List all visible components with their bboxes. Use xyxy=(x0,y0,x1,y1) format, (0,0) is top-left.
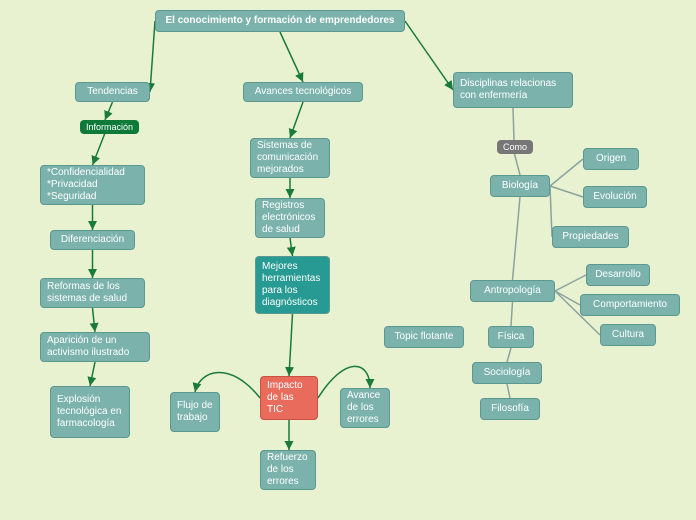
node-avances: Avances tecnológicos xyxy=(243,82,363,102)
node-cultura: Cultura xyxy=(600,324,656,346)
node-sistemas: Sistemas de comunicación mejorados xyxy=(250,138,330,178)
node-diferenciacion: Diferenciación xyxy=(50,230,135,250)
node-activismo: Aparición de un activismo ilustrado xyxy=(40,332,150,362)
node-refuerzo: Refuerzo de los errores xyxy=(260,450,316,490)
node-registros: Registros electrónicos de salud xyxy=(255,198,325,238)
node-mejores: Mejores herramientas para los diagnóstic… xyxy=(255,256,330,314)
node-reformas: Reformas de los sistemas de salud xyxy=(40,278,145,308)
root-node: El conocimiento y formación de emprended… xyxy=(155,10,405,32)
node-disciplinas: Disciplinas relacionas con enfermería xyxy=(453,72,573,108)
label-informacion: Información xyxy=(80,120,139,134)
node-comportamiento: Comportamiento xyxy=(580,294,680,316)
node-tendencias: Tendencias xyxy=(75,82,150,102)
node-explosion: Explosión tecnológica en farmacología xyxy=(50,386,130,438)
node-avance: Avance de los errores xyxy=(340,388,390,428)
node-impacto-tic: Impacto de las TIC xyxy=(260,376,318,420)
label-como: Como xyxy=(497,140,533,154)
node-evolucion: Evolución xyxy=(583,186,647,208)
node-confidencialidad: *Confidencialidad *Privacidad *Seguridad xyxy=(40,165,145,205)
node-desarrollo: Desarrollo xyxy=(586,264,650,286)
node-origen: Origen xyxy=(583,148,639,170)
node-biologia: Biología xyxy=(490,175,550,197)
node-fisica: Física xyxy=(488,326,534,348)
node-propiedades: Propiedades xyxy=(552,226,629,248)
node-filosofia: Filosofía xyxy=(480,398,540,420)
node-flujo: Flujo de trabajo xyxy=(170,392,220,432)
node-antropologia: Antropología xyxy=(470,280,555,302)
node-flotante: Topic flotante xyxy=(384,326,464,348)
node-sociologia: Sociología xyxy=(472,362,542,384)
